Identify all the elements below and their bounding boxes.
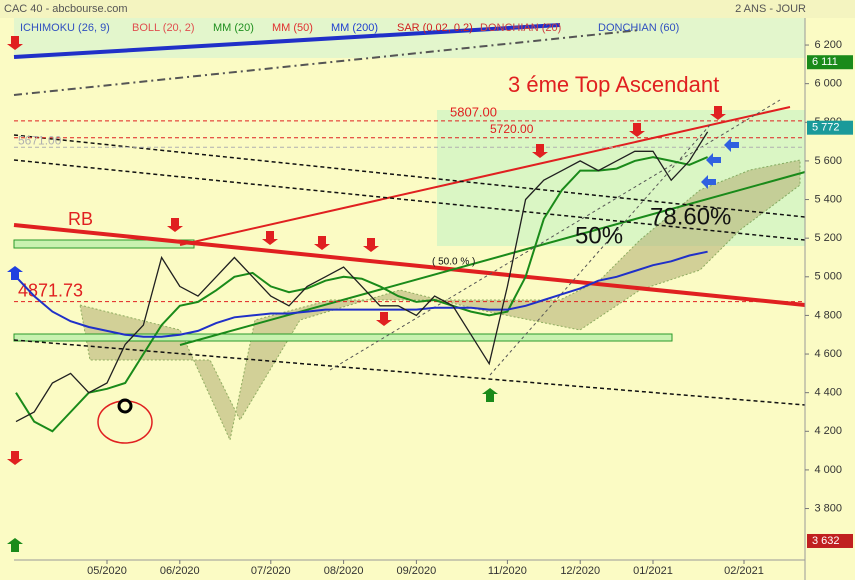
moving-average bbox=[15, 250, 708, 338]
arrow bbox=[167, 218, 183, 232]
y-tick-label: 5 000 bbox=[814, 271, 842, 283]
arrow bbox=[724, 138, 739, 152]
y-tick-label: 4 800 bbox=[814, 309, 842, 321]
price-badge bbox=[807, 55, 853, 70]
y-tick-label: 4 600 bbox=[814, 348, 842, 360]
legend-item: MM (200) bbox=[331, 22, 378, 34]
legend-item: SAR (0.02, 0.2) bbox=[397, 22, 473, 34]
headline: 3 éme Top Ascendant bbox=[508, 72, 719, 97]
price-badge-label: 3 632 bbox=[812, 535, 840, 547]
trend-line bbox=[179, 106, 791, 246]
y-tick-label: 5 600 bbox=[814, 155, 842, 167]
x-tick-label: 09/2020 bbox=[397, 565, 437, 577]
legend-item: MM (20) bbox=[213, 22, 254, 34]
arrow bbox=[7, 266, 23, 280]
legend-item: BOLL (20, 2) bbox=[132, 22, 195, 34]
x-tick-label: 08/2020 bbox=[324, 565, 364, 577]
arrow bbox=[7, 451, 23, 465]
x-tick-label: 01/2021 bbox=[633, 565, 673, 577]
trend-line bbox=[13, 29, 641, 96]
fib-label: ( 50.0 % ) bbox=[432, 257, 475, 268]
y-tick-label: 5 200 bbox=[814, 232, 842, 244]
price-badge bbox=[807, 533, 853, 548]
legend-item: ICHIMOKU (26, 9) bbox=[20, 22, 110, 34]
legend-item: MM (50) bbox=[272, 22, 313, 34]
rb-label: RB bbox=[68, 209, 93, 229]
arrow bbox=[629, 123, 645, 137]
ichimoku-cloud bbox=[79, 159, 801, 442]
trend-line bbox=[489, 124, 711, 376]
fib-label: 50% bbox=[575, 222, 623, 249]
y-tick-label: 3 800 bbox=[814, 502, 842, 514]
moving-average bbox=[15, 156, 708, 433]
x-tick-label: 05/2020 bbox=[87, 565, 127, 577]
y-tick-label: 6 200 bbox=[814, 39, 842, 51]
price-badge bbox=[807, 120, 853, 135]
arrow bbox=[701, 175, 716, 189]
chart-title: CAC 40 - abcbourse.com bbox=[4, 3, 128, 15]
y-tick-label: 5 400 bbox=[814, 193, 842, 205]
arrow bbox=[7, 538, 23, 552]
y-tick-label: 6 000 bbox=[814, 78, 842, 90]
arrow bbox=[262, 231, 278, 245]
trend-line bbox=[13, 339, 806, 406]
level-label: 5807.00 bbox=[450, 104, 497, 119]
y-tick-label: 4 400 bbox=[814, 387, 842, 399]
level-label: 5720.00 bbox=[490, 122, 534, 136]
arrow bbox=[376, 312, 392, 326]
arrow bbox=[314, 236, 330, 250]
x-tick-label: 02/2021 bbox=[724, 565, 764, 577]
trend-line bbox=[13, 23, 561, 59]
legend-item: DONCHIAN (60) bbox=[598, 22, 679, 34]
support-box bbox=[13, 333, 673, 342]
x-tick-label: 07/2020 bbox=[251, 565, 291, 577]
arrow bbox=[710, 106, 726, 120]
x-tick-label: 06/2020 bbox=[160, 565, 200, 577]
trend-line bbox=[179, 171, 806, 346]
price-badge-label: 5 772 bbox=[812, 122, 840, 134]
header-bar bbox=[0, 0, 855, 18]
price-line bbox=[15, 131, 709, 423]
arrow bbox=[706, 153, 721, 167]
cloud-top bbox=[14, 18, 805, 58]
arrow bbox=[363, 238, 379, 252]
arrow bbox=[7, 36, 23, 50]
price-badge-label: 6 111 bbox=[812, 56, 838, 68]
y-tick-label: 4 200 bbox=[814, 425, 842, 437]
x-tick-label: 12/2020 bbox=[560, 565, 600, 577]
fib-label: 78.60% bbox=[650, 203, 731, 230]
legend-item: DONCHIAN (20) bbox=[480, 22, 561, 34]
period: 2 ANS - JOUR bbox=[735, 3, 806, 15]
x-tick-label: 11/2020 bbox=[488, 565, 527, 577]
circle-mark bbox=[117, 398, 133, 414]
y-tick-label: 4 000 bbox=[814, 464, 842, 476]
arrow bbox=[482, 388, 498, 402]
level-label: 5671.00 bbox=[18, 133, 62, 147]
arrow bbox=[532, 144, 548, 158]
circle-mark bbox=[97, 400, 153, 444]
trend-line bbox=[13, 223, 806, 307]
